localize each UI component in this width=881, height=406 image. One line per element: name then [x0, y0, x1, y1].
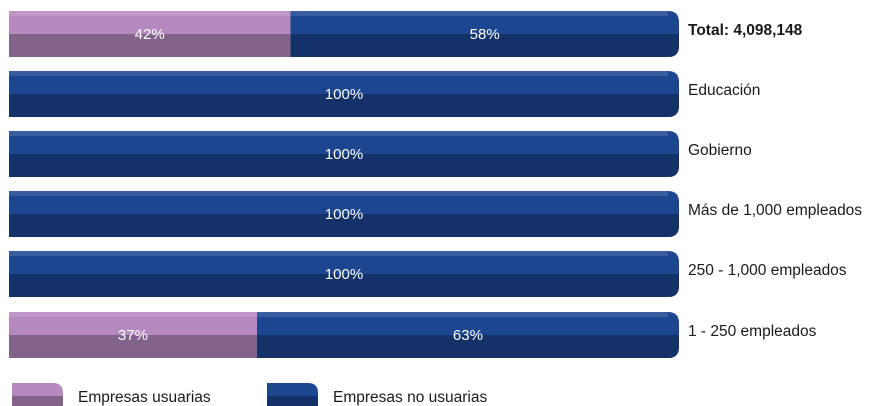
legend-label: Empresas no usuarias — [333, 389, 487, 406]
category-label: 1 - 250 empleados — [688, 323, 817, 340]
legend: Empresas usuarias Empresas no usuarias — [12, 383, 487, 406]
data-label: 100% — [325, 146, 363, 163]
data-label: 37% — [118, 327, 148, 344]
bar-row: 42% 58% Total: 4,098,148 — [9, 11, 803, 57]
bar-row: 100% 250 - 1,000 empleados — [9, 251, 847, 297]
bar-segment-highlight — [9, 71, 668, 76]
bar-segment-shade — [9, 94, 679, 117]
bar-segment-no-usuarias: 100% — [9, 131, 679, 177]
data-label: 58% — [470, 26, 500, 43]
legend-label: Empresas usuarias — [78, 389, 211, 406]
bar-segment-no-usuarias: 100% — [9, 71, 679, 117]
category-label: Total: 4,098,148 — [688, 22, 803, 39]
data-label: 100% — [325, 86, 363, 103]
legend-swatch-shade — [267, 396, 318, 406]
bar-segment-shade — [256, 335, 679, 358]
bar-segment-usuarias: 37% — [9, 312, 257, 358]
category-label: Más de 1,000 empleados — [688, 202, 862, 219]
bar-segment-shade — [9, 34, 291, 57]
legend-swatch-shade — [12, 396, 63, 406]
bar-segment-shade — [9, 335, 257, 358]
bar-segment-highlight — [9, 131, 668, 136]
bar-segment-highlight — [290, 11, 668, 16]
bar-row: 100% Educación — [9, 71, 760, 117]
data-label: 100% — [325, 266, 363, 283]
category-label: Gobierno — [688, 142, 752, 159]
bar-row: 100% Gobierno — [9, 131, 752, 177]
bar-segment-shade — [290, 34, 679, 57]
bar-segment-no-usuarias: 58% — [290, 11, 679, 57]
bar-segment-shade — [9, 274, 679, 297]
bar-segment-no-usuarias: 63% — [256, 312, 679, 358]
bar-row: 100% Más de 1,000 empleados — [9, 191, 862, 237]
bar-row: 37% 63% 1 - 250 empleados — [9, 312, 817, 358]
legend-entry: Empresas no usuarias — [267, 383, 487, 406]
bars-group: 42% 58% Total: 4,098,148 100% Educación 100% G… — [9, 11, 862, 358]
bar-segment-shade — [9, 214, 679, 237]
bar-segment-highlight — [9, 251, 668, 256]
bar-segment-highlight — [256, 312, 668, 317]
bar-segment-no-usuarias: 100% — [9, 191, 679, 237]
bar-segment-highlight — [9, 11, 291, 16]
category-label: 250 - 1,000 empleados — [688, 262, 847, 279]
bar-segment-usuarias: 42% — [9, 11, 291, 57]
data-label: 100% — [325, 206, 363, 223]
bar-segment-highlight — [9, 312, 257, 317]
bar-segment-no-usuarias: 100% — [9, 251, 679, 297]
bar-segment-shade — [9, 154, 679, 177]
data-label: 63% — [453, 327, 483, 344]
category-label: Educación — [688, 82, 760, 99]
bar-segment-highlight — [9, 191, 668, 196]
data-label: 42% — [135, 26, 165, 43]
legend-entry: Empresas usuarias — [12, 383, 211, 406]
